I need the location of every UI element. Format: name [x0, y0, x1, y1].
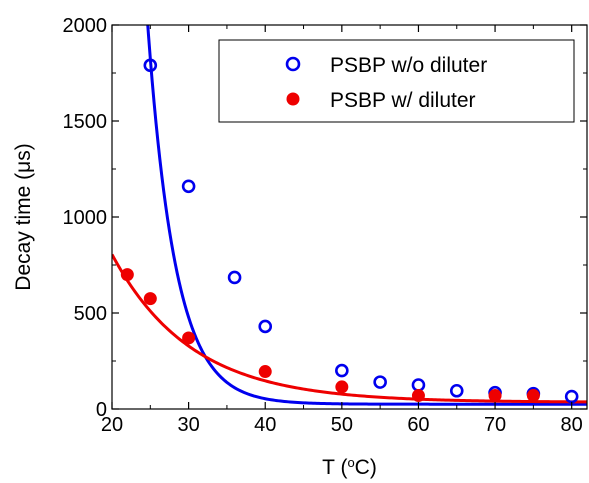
x-tick-label: 70	[484, 414, 506, 436]
x-axis-label: T (oC)	[322, 455, 377, 480]
legend-label-without-diluter: PSBP w/o diluter	[330, 54, 487, 77]
data-point-series-0	[335, 363, 349, 378]
data-point-series-1	[182, 331, 196, 345]
legend-entry-without-diluter: PSBP w/o diluter	[285, 54, 487, 77]
y-tick-label: 500	[74, 303, 107, 325]
data-point-series-0	[373, 375, 387, 389]
data-point-series-0	[449, 383, 464, 398]
y-tick-label: 1500	[63, 111, 108, 133]
x-tick-label: 60	[407, 414, 429, 436]
fit-curve-series-1	[112, 253, 587, 404]
x-tick-label: 50	[331, 414, 353, 436]
y-axis-label: Decay time (μs)	[12, 143, 35, 290]
data-point-series-1	[526, 389, 540, 403]
x-tick-label: 40	[254, 414, 276, 436]
data-point-series-1	[143, 292, 157, 306]
data-point-series-1	[411, 389, 425, 403]
tick-labels: 20 30 40 50 60 70 80 0 500 1000 1500 2000	[63, 15, 583, 436]
legend-marker-without-diluter	[285, 56, 301, 72]
legend-marker-with-diluter	[286, 92, 300, 106]
legend: PSBP w/o diluter PSBP w/ diluter	[218, 39, 575, 123]
data-markers	[120, 58, 579, 404]
fit-curve-series-0	[146, 25, 587, 406]
data-point-series-0	[143, 58, 158, 73]
data-point-series-0	[227, 270, 242, 285]
fit-curves	[112, 25, 587, 406]
data-point-series-0	[181, 179, 196, 194]
y-tick-label: 2000	[63, 15, 108, 37]
x-tick-label: 80	[561, 414, 583, 436]
y-tick-label: 1000	[63, 207, 108, 229]
data-point-series-1	[120, 268, 134, 282]
x-tick-label: 20	[101, 414, 123, 436]
data-point-series-1	[335, 380, 349, 394]
legend-label-with-diluter: PSBP w/ diluter	[330, 89, 476, 112]
axis-ticks	[111, 24, 587, 410]
data-point-series-1	[258, 365, 272, 379]
data-point-series-0	[258, 319, 273, 334]
y-tick-label: 0	[96, 399, 107, 421]
x-tick-label: 30	[177, 414, 199, 436]
data-point-series-0	[411, 378, 426, 392]
legend-entry-with-diluter: PSBP w/ diluter	[286, 89, 476, 112]
data-point-series-1	[488, 389, 502, 403]
legend-box	[218, 39, 575, 123]
